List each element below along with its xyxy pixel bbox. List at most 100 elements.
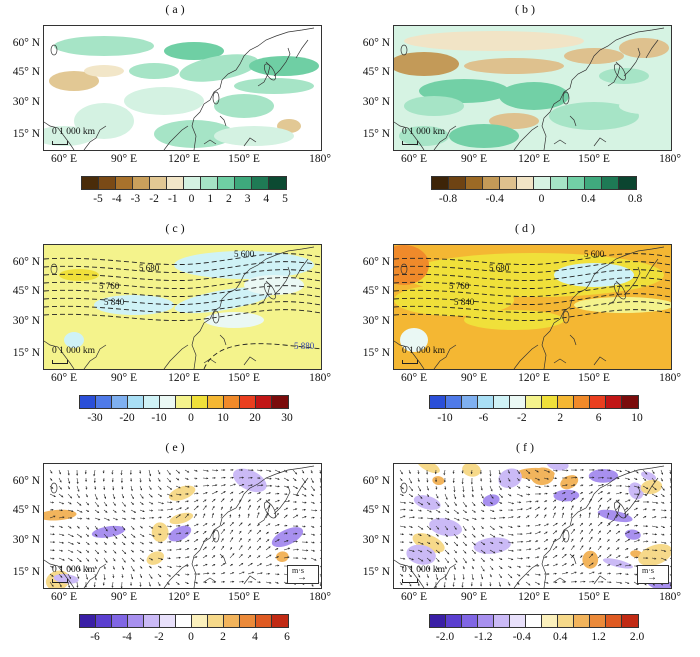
vector-arrow: [94, 493, 98, 500]
vector-arrowhead: [177, 478, 180, 481]
panel-label: ( b ): [515, 2, 535, 16]
vector-arrowhead: [528, 583, 531, 586]
coast-segment: [541, 246, 665, 369]
vector-arrowhead: [619, 470, 623, 473]
shaded-region: [546, 464, 569, 471]
vector-arrow: [570, 484, 575, 487]
vector-arrowhead: [268, 492, 271, 495]
vector-arrow: [139, 501, 144, 505]
vector-arrowhead: [204, 530, 207, 533]
vector-arrow: [76, 501, 82, 506]
vector-arrowhead: [120, 586, 123, 588]
vector-arrowhead: [527, 573, 530, 576]
vector-arrow: [175, 514, 181, 519]
vector-arrowhead: [538, 531, 542, 534]
vector-arrowhead: [426, 583, 429, 587]
vector-arrow: [624, 581, 629, 584]
vector-arrowhead: [644, 508, 648, 511]
vector-arrowhead: [179, 532, 182, 535]
vector-arrow: [319, 485, 321, 489]
vector-arrowhead: [76, 481, 79, 485]
shaded-region: [404, 96, 464, 116]
vector-arrowhead: [461, 585, 464, 588]
vector-arrow: [256, 505, 260, 511]
vector-arrowhead: [98, 518, 101, 521]
vector-arrow: [256, 530, 261, 535]
vector-arrow: [462, 549, 467, 554]
vector-arrow: [310, 533, 315, 536]
vector-arrowhead: [452, 480, 455, 484]
vector-arrow: [426, 533, 431, 537]
vector-arrow: [525, 485, 530, 489]
vector-arrowhead: [590, 498, 593, 501]
vector-arrowhead: [600, 491, 603, 494]
shaded-region: [417, 464, 440, 474]
vector-arrowhead: [51, 501, 55, 504]
vector-arrow: [112, 525, 117, 531]
vector-arrowhead: [286, 479, 290, 481]
coast-segment: [433, 125, 457, 150]
vector-arrowhead: [555, 581, 558, 584]
coast-segment: [191, 465, 315, 588]
vector-arrowhead: [601, 476, 605, 479]
vector-arrowhead: [579, 506, 582, 509]
vector-arrowhead: [239, 499, 242, 502]
vector-arrow: [193, 531, 199, 535]
vector-arrowhead: [286, 486, 289, 488]
vector-arrowhead: [453, 490, 456, 493]
vector-arrowhead: [62, 516, 65, 519]
vector-arrowhead: [470, 472, 473, 475]
vector-arrow: [480, 485, 483, 491]
vector-arrowhead: [401, 566, 405, 568]
colorbar-swatch: [184, 177, 201, 189]
vector-arrow: [157, 557, 163, 560]
vector-arrowhead: [159, 566, 162, 569]
vector-arrowhead: [123, 560, 126, 563]
vector-arrow: [67, 509, 74, 512]
vector-arrowhead: [122, 496, 125, 499]
vector-arrowhead: [454, 551, 457, 554]
vector-arrow: [426, 509, 432, 513]
vector-arrow: [112, 509, 117, 513]
vector-arrow: [498, 525, 503, 529]
vector-arrow: [193, 581, 198, 584]
vector-arrowhead: [575, 476, 578, 479]
vector-arrowhead: [187, 548, 190, 550]
vector-arrowhead: [461, 471, 464, 474]
vector-arrowhead: [447, 518, 450, 521]
vector-arrowhead: [428, 559, 431, 562]
colorbar-tick-label: -2.0: [435, 631, 455, 643]
vector-arrowhead: [627, 531, 631, 534]
vector-arrow: [417, 485, 421, 492]
vector-arrowhead: [294, 501, 297, 503]
colorbar: [79, 395, 289, 409]
vector-arrow: [139, 509, 145, 512]
scale-bar: 0 1 000 km: [402, 565, 446, 575]
vector-arrowhead: [320, 481, 321, 483]
colorbar-tick-label: -6: [90, 631, 100, 643]
lat-label: 60° N: [12, 37, 40, 49]
vector-arrow: [112, 493, 115, 499]
vector-arrowhead: [187, 470, 190, 473]
vector-arrowhead: [84, 472, 87, 475]
vector-arrow: [157, 565, 162, 569]
lon-label: 120° E: [168, 591, 200, 603]
vector-arrow: [525, 565, 531, 567]
vector-arrow: [489, 525, 495, 530]
vector-arrowhead: [268, 546, 271, 549]
vector-arrow: [130, 485, 133, 491]
coast-segment: [394, 559, 425, 588]
coast-segment: [541, 27, 665, 150]
vector-arrow: [435, 573, 438, 580]
vector-arrowhead: [508, 471, 510, 474]
vector-arrow: [498, 565, 503, 569]
vector-arrowhead: [86, 568, 89, 571]
colorbar-tick-label: 0: [188, 193, 195, 205]
vector-arrowhead: [149, 474, 152, 477]
vector-arrow: [633, 500, 640, 503]
vector-arrowhead: [130, 479, 133, 482]
vector-arrowhead: [608, 564, 611, 567]
vector-arrow: [417, 501, 423, 506]
vector-arrowhead: [607, 539, 610, 542]
vector-arrowhead: [87, 503, 90, 506]
